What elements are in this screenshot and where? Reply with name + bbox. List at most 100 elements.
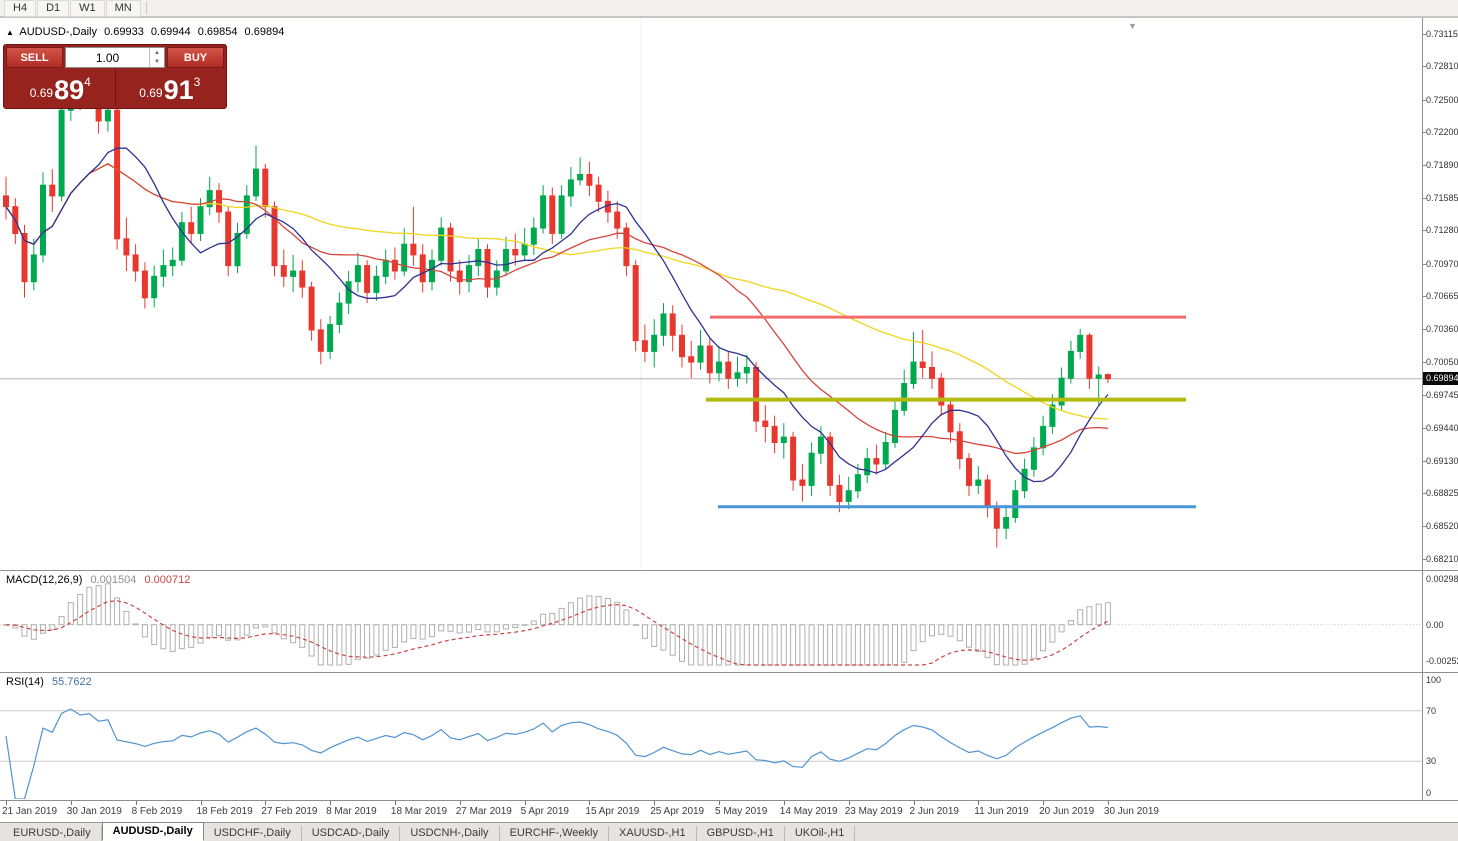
rsi-value: 55.7622 (51, 676, 92, 688)
chart-tab[interactable]: XAUUSD-,H1 (609, 826, 697, 841)
price-axis-label: 0.73115 (1426, 28, 1458, 39)
chart-tab[interactable]: EURCHF-,Weekly (500, 826, 609, 841)
price-axis-tick (1423, 99, 1426, 101)
ohlc-close: 0.69894 (244, 26, 285, 38)
price-axis[interactable]: 0.73115 0.72810 0.72500 0.72200 0.71890 0.715… (1422, 18, 1458, 800)
chart-shift-marker-icon[interactable]: ▼ (1128, 21, 1137, 31)
price-axis-label: 0.71890 (1426, 159, 1458, 170)
volume-spinner-down-icon[interactable]: ▼ (154, 59, 160, 66)
price-axis-tick (1423, 559, 1426, 561)
price-axis-tick (1423, 66, 1426, 68)
price-axis-tick (1423, 427, 1426, 429)
rsi-svg[interactable] (0, 673, 1422, 799)
volume-box: ▲ ▼ (65, 47, 165, 68)
main-chart-svg[interactable] (0, 18, 1422, 570)
price-axis-label: 0.69130 (1426, 455, 1458, 466)
volume-spinner: ▲ ▼ (149, 48, 164, 67)
price-axis-tick (1423, 230, 1426, 232)
rsi-label: RSI(14) 55.7622 (6, 676, 92, 688)
buy-button[interactable]: BUY (167, 47, 224, 68)
date-axis-label: 27 Mar 2019 (455, 806, 512, 817)
volume-input[interactable] (66, 48, 149, 67)
rsi-axis-label: 30 (1426, 756, 1437, 767)
price-axis-tick (1423, 460, 1426, 462)
bid-price: 0.69 89 4 (6, 70, 116, 106)
timeframe-button-mn[interactable]: MN (105, 0, 141, 17)
rsi-axis-label: 70 (1426, 705, 1437, 716)
date-axis[interactable]: 21 Jan 2019 30 Jan 2019 8 Feb 2019 18 Feb 2… (0, 801, 1422, 821)
price-axis-label: 0.72500 (1426, 94, 1458, 105)
sell-button[interactable]: SELL (6, 47, 63, 68)
price-axis-label: 0.68210 (1426, 554, 1458, 565)
ohlc-open: 0.69933 (104, 26, 144, 38)
date-axis-label: 30 Jun 2019 (1103, 806, 1159, 817)
current-price-tag: 0.69894 (1423, 372, 1458, 386)
price-axis-label: 0.70050 (1426, 357, 1458, 368)
timeframe-button-h4[interactable]: H4 (4, 0, 37, 17)
date-axis-tick (394, 801, 396, 805)
price-axis-label: 0.70970 (1426, 258, 1458, 269)
rsi-panel[interactable]: RSI(14) 55.7622 (0, 673, 1422, 799)
price-axis-tick (1423, 263, 1426, 265)
date-axis-tick (200, 801, 202, 805)
price-axis-tick (1423, 131, 1426, 133)
date-axis-label: 14 May 2019 (779, 806, 838, 817)
moving-average-line[interactable] (5, 163, 1108, 455)
rsi-line (5, 708, 1108, 799)
volume-spinner-up-icon[interactable]: ▲ (154, 49, 160, 56)
date-axis-tick (459, 801, 461, 805)
timeframe-button-w1[interactable]: W1 (70, 0, 105, 17)
price-axis-tick (1423, 296, 1426, 298)
date-axis-divider (0, 800, 1458, 801)
date-axis-tick (1107, 801, 1109, 805)
date-axis-label: 20 Jun 2019 (1039, 806, 1095, 817)
date-axis-label: 8 Feb 2019 (131, 806, 183, 817)
timeframe-button-d1[interactable]: D1 (37, 0, 70, 17)
symbol-marker-icon: ▲ (6, 28, 14, 37)
date-axis-label: 8 Mar 2019 (326, 806, 377, 817)
macd-axis-label: -0.00252 (1426, 656, 1458, 666)
date-axis-label: 27 Feb 2019 (261, 806, 318, 817)
date-axis-tick (848, 801, 850, 805)
macd-name: MACD(12,26,9) (6, 574, 83, 586)
date-axis-label: 5 Apr 2019 (520, 806, 569, 817)
macd-panel[interactable]: MACD(12,26,9) 0.001504 0.000712 (0, 571, 1422, 671)
date-axis-tick (913, 801, 915, 805)
chart-tab[interactable]: AUDUSD-,Daily (101, 822, 204, 841)
chart-tab[interactable]: USDCAD-,Daily (302, 826, 401, 841)
moving-average-line[interactable] (5, 147, 1109, 483)
date-axis-tick (719, 801, 720, 805)
price-axis-tick (1423, 33, 1426, 35)
chart-tab[interactable]: USDCHF-,Daily (204, 826, 302, 841)
price-axis-tick (1423, 526, 1426, 528)
date-axis-label: 11 Jun 2019 (974, 806, 1029, 817)
date-axis-tick (978, 801, 980, 805)
ask-pips: 91 (163, 75, 194, 105)
chart-tab[interactable]: EURUSD-,Daily (3, 826, 102, 841)
price-axis-tick (1423, 394, 1426, 396)
date-axis-tick (783, 801, 785, 805)
chart-tab[interactable]: GBPUSD-,H1 (697, 826, 785, 841)
date-axis-tick (330, 801, 332, 805)
price-axis-label: 0.69440 (1426, 422, 1458, 433)
date-axis-tick (135, 801, 137, 805)
macd-svg[interactable] (0, 571, 1422, 671)
ohlc-low: 0.69854 (197, 26, 238, 38)
macd-signal-line (5, 600, 1109, 666)
chart-tab-bar: EURUSD-,Daily AUDUSD-,Daily USDCHF-,Daily U… (0, 822, 1458, 841)
date-axis-label: 21 Jan 2019 (2, 806, 58, 817)
date-axis-tick (524, 801, 526, 805)
rsi-name: RSI(14) (6, 676, 44, 688)
macd-axis-label: 0.00298 (1426, 574, 1458, 584)
macd-panel-divider (0, 570, 1458, 571)
main-chart-area[interactable]: ▲ AUDUSD-,Daily 0.69933 0.69944 0.69854 … (0, 18, 1422, 570)
price-axis-label: 0.70665 (1426, 291, 1458, 302)
chart-tab[interactable]: USDCNH-,Daily (400, 826, 500, 841)
ask-prefix: 0.69 (139, 86, 163, 100)
macd-signal-value: 0.000712 (144, 574, 191, 586)
ask-point: 3 (193, 75, 201, 89)
date-axis-tick (589, 801, 591, 805)
bid-point: 4 (84, 75, 91, 89)
chart-tab[interactable]: UKOil-,H1 (785, 826, 856, 841)
